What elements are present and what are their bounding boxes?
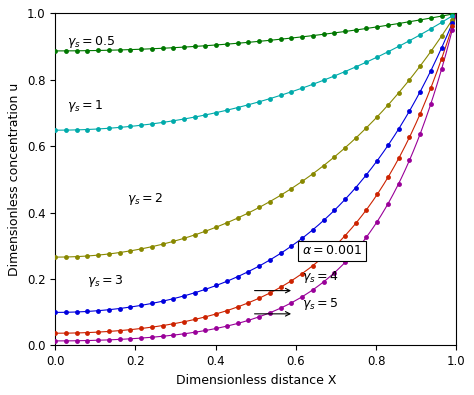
Text: $\gamma_s = 5$: $\gamma_s = 5$ bbox=[302, 296, 338, 312]
Text: $\alpha = 0.001$: $\alpha = 0.001$ bbox=[302, 244, 362, 257]
Text: $\gamma_s = 1$: $\gamma_s = 1$ bbox=[67, 98, 104, 114]
Text: $\gamma_s = 0.5$: $\gamma_s = 0.5$ bbox=[67, 34, 116, 49]
Text: $\gamma_s = 4$: $\gamma_s = 4$ bbox=[302, 269, 339, 285]
X-axis label: Dimensionless distance X: Dimensionless distance X bbox=[175, 374, 336, 387]
Text: $\gamma_s = 2$: $\gamma_s = 2$ bbox=[128, 191, 164, 207]
Y-axis label: Dimensionless concentration u: Dimensionless concentration u bbox=[9, 83, 21, 276]
Text: $\gamma_s = 3$: $\gamma_s = 3$ bbox=[87, 273, 124, 289]
